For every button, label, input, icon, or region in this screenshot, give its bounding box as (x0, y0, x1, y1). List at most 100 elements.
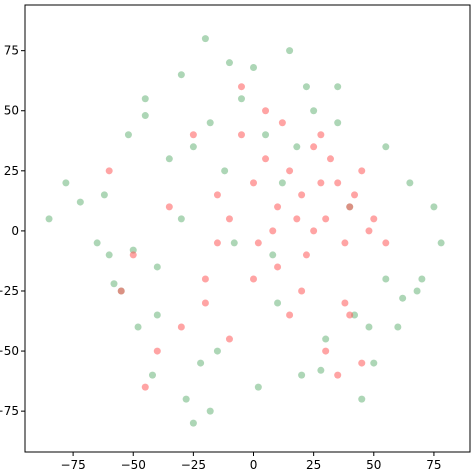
point (293, 143, 301, 151)
point (406, 179, 414, 187)
point (326, 155, 334, 163)
point (124, 131, 132, 139)
point (110, 280, 118, 288)
point (182, 395, 190, 403)
point (298, 371, 306, 379)
point (262, 155, 270, 163)
point (310, 227, 318, 235)
point (351, 311, 359, 319)
y-tick-label: −25 (0, 284, 19, 298)
point (76, 198, 84, 206)
point (153, 347, 161, 355)
point (141, 112, 149, 120)
x-tick-label: −75 (60, 458, 85, 472)
point (254, 383, 262, 391)
point (148, 371, 156, 379)
point (370, 359, 378, 367)
point (213, 239, 221, 247)
point (134, 323, 142, 331)
point (365, 323, 373, 331)
point (278, 119, 286, 127)
point (274, 203, 282, 211)
point (399, 294, 407, 302)
point (201, 275, 209, 283)
point (206, 119, 214, 127)
point (225, 335, 233, 343)
point (382, 143, 390, 151)
point (298, 287, 306, 295)
point (45, 215, 53, 223)
y-tick-label: 50 (4, 104, 19, 118)
x-tick-label: 50 (366, 458, 381, 472)
point (177, 215, 185, 223)
point (437, 239, 445, 247)
point (274, 299, 282, 307)
point (274, 263, 282, 271)
point (317, 131, 325, 139)
x-tick-label: −50 (121, 458, 146, 472)
point (189, 131, 197, 139)
point (250, 275, 258, 283)
point (413, 287, 421, 295)
point (117, 287, 125, 295)
x-tick-label: 75 (426, 458, 441, 472)
point (189, 419, 197, 427)
point (237, 95, 245, 103)
point (418, 275, 426, 283)
point (254, 239, 262, 247)
y-tick-label: 25 (4, 164, 19, 178)
point (105, 167, 113, 175)
point (197, 359, 205, 367)
point (394, 323, 402, 331)
point (302, 251, 310, 259)
point (351, 191, 359, 199)
x-tick-label: −25 (181, 458, 206, 472)
point (225, 59, 233, 67)
point (286, 167, 294, 175)
point (286, 311, 294, 319)
point (165, 155, 173, 163)
point (250, 179, 258, 187)
point (382, 275, 390, 283)
point (341, 299, 349, 307)
point (334, 83, 342, 91)
point (206, 407, 214, 415)
point (237, 131, 245, 139)
point (334, 179, 342, 187)
point (62, 179, 70, 187)
point (201, 35, 209, 43)
point (358, 395, 366, 403)
point (334, 119, 342, 127)
point (262, 107, 270, 115)
point (269, 227, 277, 235)
point (302, 83, 310, 91)
point (153, 311, 161, 319)
point (230, 239, 238, 247)
point (286, 47, 294, 55)
point (100, 191, 108, 199)
point (358, 359, 366, 367)
point (322, 215, 330, 223)
point (177, 71, 185, 79)
points (45, 35, 445, 427)
point (382, 239, 390, 247)
point (370, 215, 378, 223)
point (317, 366, 325, 374)
point (165, 203, 173, 211)
point (346, 203, 354, 211)
y-tick-label: −50 (0, 344, 19, 358)
point (365, 227, 373, 235)
point (269, 251, 277, 259)
point (201, 299, 209, 307)
point (358, 167, 366, 175)
y-tick-label: 0 (11, 224, 19, 238)
point (310, 107, 318, 115)
point (177, 323, 185, 331)
point (293, 215, 301, 223)
x-tick-label: 25 (306, 458, 321, 472)
y-tick-label: −75 (0, 404, 19, 418)
x-tick-label: 0 (250, 458, 258, 472)
point (322, 347, 330, 355)
point (322, 335, 330, 343)
